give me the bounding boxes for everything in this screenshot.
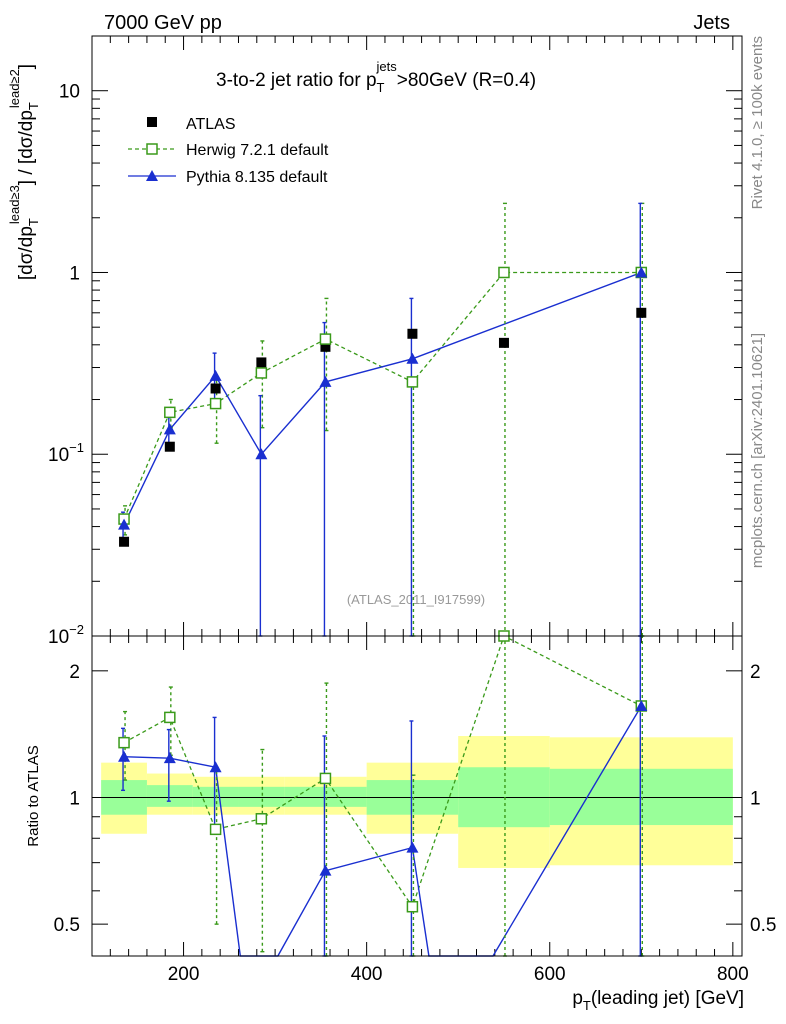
pythia-point	[163, 423, 176, 435]
herwig-ratio-point	[164, 711, 176, 724]
pythia-ratio-point	[118, 750, 131, 762]
ratio-ytick-label-right: 1	[750, 788, 761, 809]
main-ytick-label: 1	[69, 263, 80, 284]
plot-title-a: 3-to-2 jet ratio for p	[216, 70, 377, 91]
atlas-point	[164, 441, 175, 452]
ratio-band-1sigma	[192, 786, 239, 807]
side-label-top: Rivet 4.1.0, ≥ 100k events	[749, 36, 766, 209]
atlas-point	[119, 536, 130, 547]
herwig-point	[255, 367, 268, 379]
pythia-point	[118, 518, 131, 530]
ratio-band-1sigma	[549, 768, 733, 826]
pythia-point	[255, 448, 268, 460]
plot-watermark: (ATLAS_2011_I917599)	[347, 592, 485, 607]
pythia-point	[209, 369, 222, 381]
herwig-line	[123, 271, 642, 520]
herwig-point	[209, 397, 222, 410]
pythia-point	[635, 266, 648, 278]
main-ytick-base: 10	[48, 445, 69, 466]
herwig-ratio-point	[406, 900, 419, 913]
herwig-point	[498, 266, 510, 279]
legend-pythia-label: Pythia 8.135 default	[186, 169, 328, 186]
main-ytick-exp: −1	[69, 440, 84, 455]
atlas-point	[636, 307, 647, 318]
ratio-ytick-label-right: 2	[750, 662, 761, 683]
plot-title-b: >80GeV (R=0.4)	[397, 70, 536, 91]
pythia-ratio-point	[319, 864, 332, 876]
legend: ATLAS Herwig 7.2.1 default Pythia 8.135 …	[128, 116, 329, 186]
atlas-point	[498, 337, 509, 348]
herwig-point	[164, 406, 176, 419]
pythia-ratio-point	[406, 841, 419, 853]
legend-item-atlas: ATLAS	[147, 116, 236, 133]
x-axis-label-b: (leading jet) [GeV]	[591, 988, 744, 1009]
atlas-point	[407, 328, 418, 339]
herwig-point	[319, 333, 332, 345]
main-ytick-exp: −2	[69, 622, 84, 637]
ratio-band-1sigma	[146, 785, 193, 807]
legend-herwig-label: Herwig 7.2.1 default	[186, 142, 329, 159]
xtick-label: 200	[168, 964, 200, 985]
herwig-ratio-point	[319, 772, 332, 785]
plot-title-sup: jets	[375, 59, 397, 74]
ratio-ytick-label: 0.5	[54, 915, 80, 936]
xtick-label: 600	[534, 964, 566, 985]
main-ylabel: [dσ/dpTlead≥3] / [dσ/dpTlead≥2]	[7, 64, 41, 280]
side-label-bottom: mcplots.cern.ch [arXiv:2401.10621]	[749, 333, 766, 568]
ratio-axis-ticks: 0.5 0.5 1 1 2 2 200 400 600 800	[54, 662, 777, 985]
pythia-ratio-point	[209, 761, 222, 773]
energy-label: 7000 GeV pp	[104, 12, 222, 34]
ratio-ytick-label: 1	[69, 788, 80, 809]
ratio-ytick-label-right: 0.5	[750, 915, 776, 936]
legend-pythia-marker	[146, 170, 158, 181]
herwig-ratio-point	[118, 736, 130, 749]
main-ytick-label: 10	[59, 82, 80, 103]
herwig-ratio-line	[123, 635, 642, 909]
x-axis-label-sub: T	[583, 998, 591, 1013]
category-label: Jets	[693, 12, 730, 34]
atlas-point	[320, 341, 331, 352]
plot-title-sub: T	[377, 80, 385, 95]
legend-item-pythia: Pythia 8.135 default	[128, 169, 328, 186]
atlas-point	[210, 383, 221, 394]
herwig-ratio-point	[255, 813, 268, 825]
pythia-point	[406, 352, 419, 364]
xtick-label: 400	[351, 964, 383, 985]
ratio-ylabel: Ratio to ATLAS	[25, 745, 42, 846]
pythia-point	[319, 375, 332, 387]
ratio-band-1sigma	[284, 786, 367, 807]
ratio-plot-frame	[91, 635, 743, 957]
herwig-point	[406, 376, 419, 388]
pythia-ratio-point	[635, 699, 648, 711]
main-ytick-label: 10−2	[48, 622, 84, 648]
pythia-line	[123, 271, 642, 525]
x-axis-label-a: p	[572, 988, 583, 1009]
legend-item-herwig: Herwig 7.2.1 default	[128, 142, 329, 159]
x-axis-label: pT(leading jet) [GeV]	[572, 988, 744, 1013]
plot-title: 3-to-2 jet ratio for pTjets>80GeV (R=0.4…	[216, 59, 536, 95]
atlas-point	[256, 357, 267, 368]
legend-herwig-marker	[146, 143, 158, 155]
main-ytick-label: 10−1	[48, 440, 84, 466]
legend-atlas-label: ATLAS	[186, 116, 236, 133]
pythia-ratio-point	[163, 752, 176, 764]
herwig-ratio-point	[209, 823, 222, 836]
main-ytick-base: 10	[48, 627, 69, 648]
xtick-label: 800	[717, 964, 749, 985]
legend-atlas-marker	[147, 117, 157, 127]
ratio-band-1sigma	[238, 786, 285, 807]
ratio-ytick-label: 2	[69, 662, 80, 683]
